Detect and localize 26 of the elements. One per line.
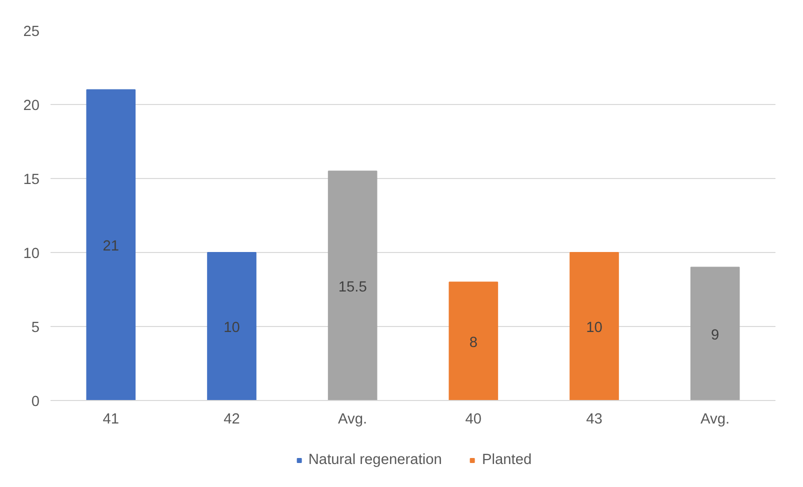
- data-label: 10: [586, 320, 602, 336]
- bar: [690, 266, 740, 400]
- bar: [448, 282, 498, 400]
- y-tick-label: 25: [23, 24, 40, 40]
- data-label: 8: [469, 334, 478, 351]
- x-tick-label: Avg.: [338, 412, 368, 428]
- data-label: 9: [711, 327, 720, 344]
- x-tick-label: 40: [465, 412, 482, 428]
- y-tick-label: 10: [23, 246, 40, 262]
- y-tick-label: 20: [23, 98, 40, 114]
- legend-label: Planted: [482, 452, 532, 468]
- bar: [570, 252, 619, 400]
- y-tick-label: 5: [31, 320, 40, 336]
- x-tick-label: Avg.: [700, 412, 730, 428]
- data-label: 10: [224, 320, 240, 336]
- data-label: 15.5: [338, 279, 367, 296]
- x-tick-label: 41: [102, 412, 120, 428]
- x-tick-label: 43: [586, 412, 602, 428]
- x-tick-label: 42: [224, 412, 240, 428]
- y-tick-label: 0: [31, 394, 40, 410]
- bar: [207, 252, 256, 400]
- bar: [86, 89, 136, 400]
- data-label: 21: [102, 238, 120, 255]
- legend-label: Natural regeneration: [308, 452, 442, 468]
- y-tick-label: 15: [23, 172, 40, 188]
- bar: [328, 170, 378, 400]
